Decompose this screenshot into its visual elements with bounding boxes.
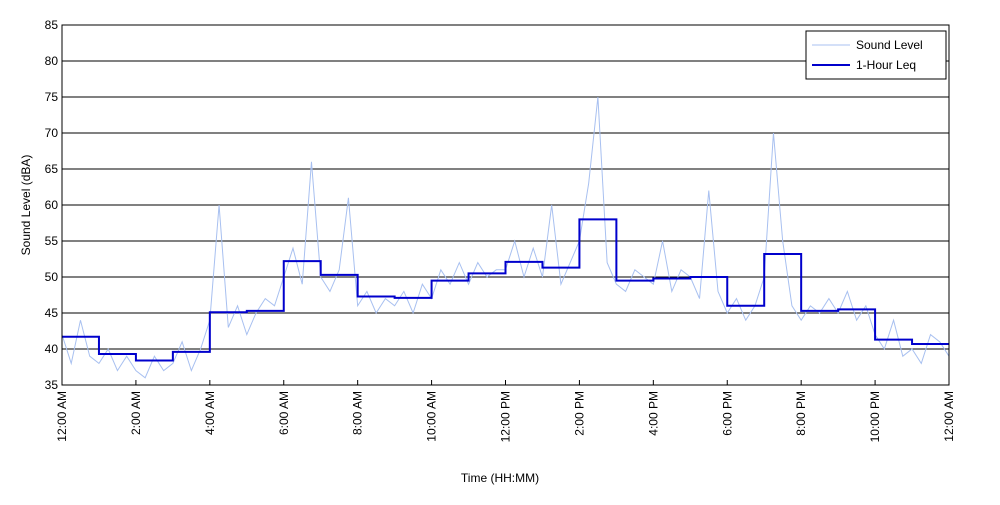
x-tick-label: 10:00 AM bbox=[425, 391, 439, 442]
y-tick-label: 70 bbox=[45, 126, 59, 140]
x-tick-label: 2:00 AM bbox=[129, 391, 143, 435]
x-axis-label: Time (HH:MM) bbox=[461, 471, 539, 485]
y-tick-label: 80 bbox=[45, 54, 59, 68]
y-tick-label: 85 bbox=[45, 18, 59, 32]
y-tick-label: 45 bbox=[45, 306, 59, 320]
y-tick-label: 35 bbox=[45, 378, 59, 392]
legend-box bbox=[805, 30, 947, 80]
y-tick-label: 40 bbox=[45, 342, 59, 356]
series-line bbox=[62, 218, 949, 362]
x-tick-label: 12:00 AM bbox=[942, 391, 956, 442]
x-tick-label: 6:00 AM bbox=[277, 391, 291, 435]
x-tick-label: 12:00 AM bbox=[55, 391, 69, 442]
x-tick-label: 6:00 PM bbox=[720, 391, 734, 436]
x-tick-label: 2:00 PM bbox=[572, 391, 586, 436]
x-tick-label: 8:00 AM bbox=[351, 391, 365, 435]
y-axis-label: Sound Level (dBA) bbox=[19, 155, 33, 256]
x-tick-label: 4:00 PM bbox=[646, 391, 660, 436]
x-tick-label: 10:00 PM bbox=[868, 391, 882, 442]
y-tick-label: 60 bbox=[45, 198, 59, 212]
x-tick-label: 12:00 PM bbox=[499, 391, 513, 442]
y-tick-label: 75 bbox=[45, 90, 59, 104]
x-tick-label: 8:00 PM bbox=[794, 391, 808, 436]
legend-label: 1-Hour Leq bbox=[856, 58, 916, 72]
y-tick-label: 65 bbox=[45, 162, 59, 176]
legend-label: Sound Level bbox=[856, 38, 923, 52]
y-tick-label: 55 bbox=[45, 234, 59, 248]
y-tick-label: 50 bbox=[45, 270, 59, 284]
x-tick-label: 4:00 AM bbox=[203, 391, 217, 435]
plot-frame bbox=[61, 24, 950, 386]
